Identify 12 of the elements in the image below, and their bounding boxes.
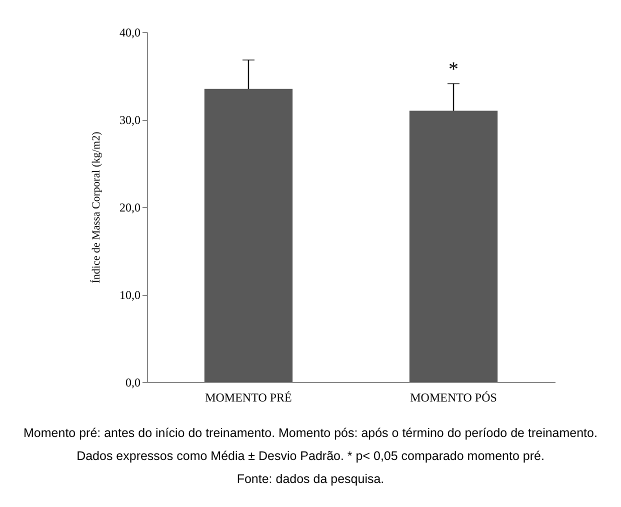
x-tick-label: MOMENTO PÓS bbox=[410, 390, 497, 404]
y-tick-label: 0,0 bbox=[126, 376, 140, 390]
y-tick-label: 20,0 bbox=[120, 200, 140, 214]
annotation: * bbox=[448, 58, 459, 81]
y-axis-title: Índice de Massa Corporal (kg/m2) bbox=[90, 131, 102, 284]
y-tick-label: 30,0 bbox=[120, 113, 140, 127]
source-note: Fonte: dados da pesquisa. bbox=[236, 471, 386, 488]
text: Momento pré: antes do início do treinamento. Momento pós: após o término do período de treinamento. bbox=[22, 425, 598, 442]
text: Dados expressos como Média ± Desvio Padrão. * p< 0,05 comparado momento pré. bbox=[76, 448, 546, 465]
y-tick-label: 40,0 bbox=[120, 26, 140, 40]
x-tick-label: MOMENTO PRÉ bbox=[205, 390, 292, 404]
y-tick-label: 10,0 bbox=[120, 288, 140, 302]
